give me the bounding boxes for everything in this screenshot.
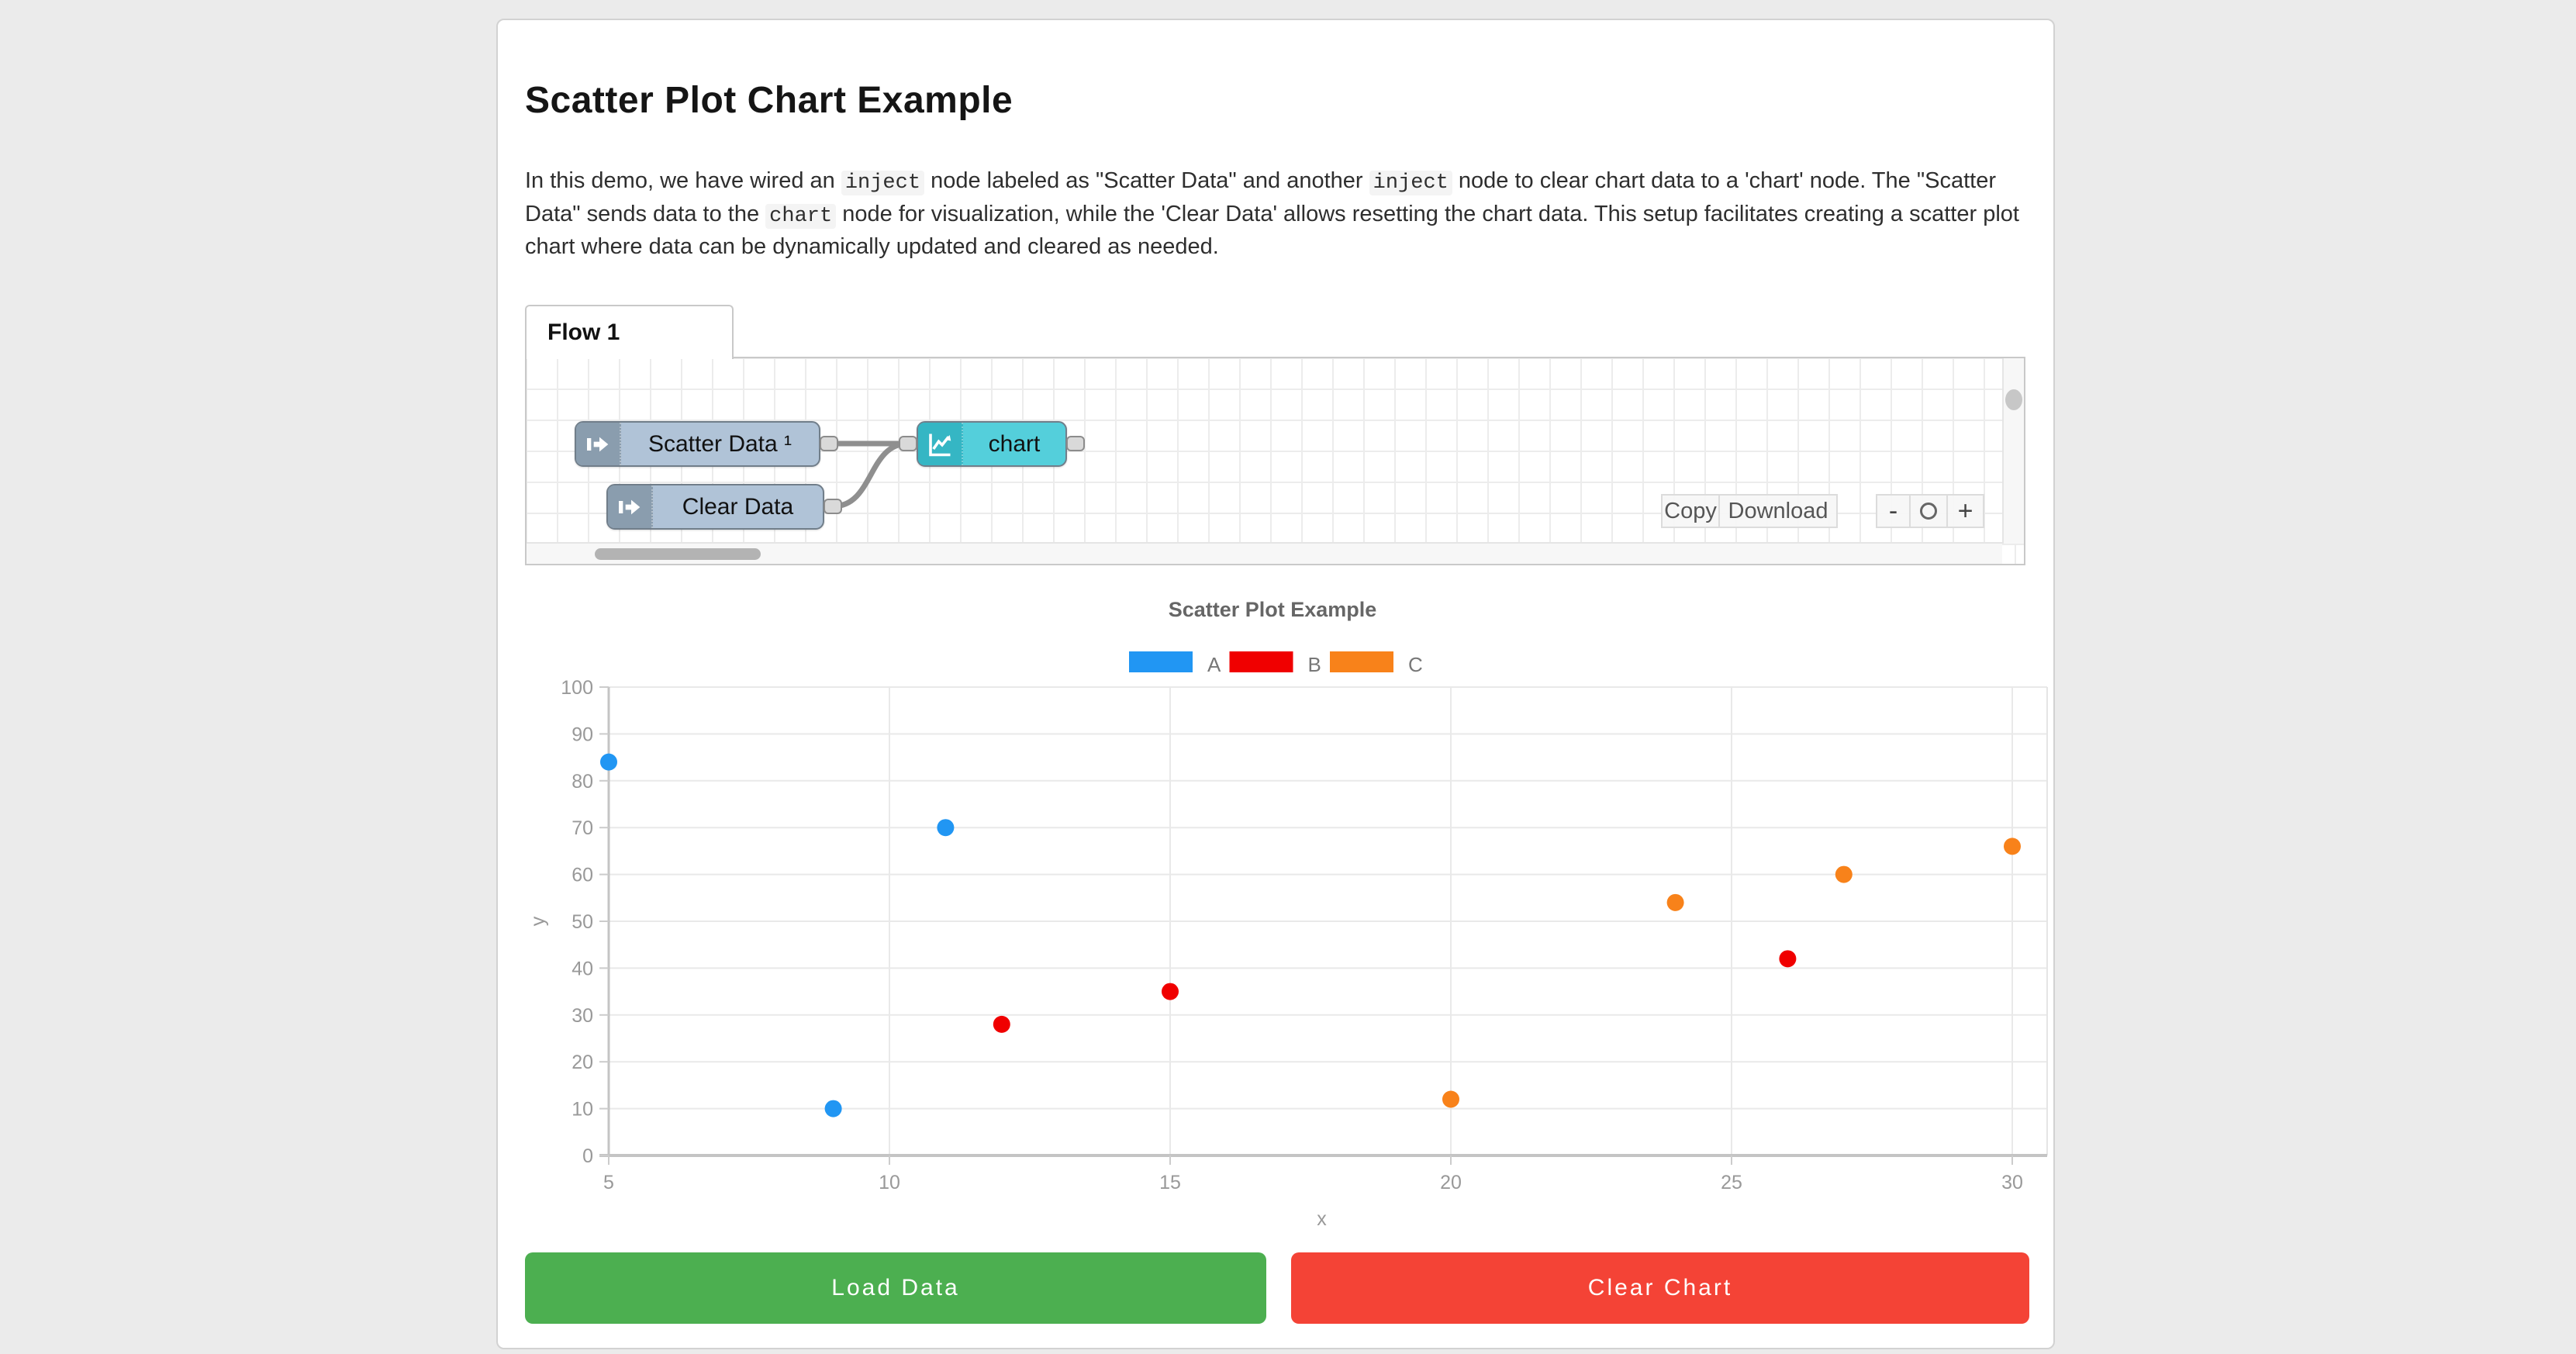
- node-scatter-data[interactable]: Scatter Data ¹: [575, 421, 820, 467]
- legend-label-C[interactable]: C: [1408, 653, 1423, 676]
- data-point-C: [1835, 865, 1853, 883]
- description-paragraph: In this demo, we have wired an inject no…: [525, 166, 2031, 263]
- x-tick-label: 10: [879, 1172, 900, 1193]
- inject-arrow-icon: [608, 485, 653, 528]
- minus-icon: -: [1888, 496, 1898, 526]
- vertical-scrollbar-thumb[interactable]: [2005, 389, 2022, 410]
- x-tick-label: 5: [603, 1172, 614, 1193]
- scatter-chart: 0 10 20 30 40 50 60 70 80 90 100 5 10 15 20 25 30 y x Scatt…: [527, 598, 2048, 1230]
- y-tick-label: 30: [571, 1005, 593, 1027]
- load-data-button[interactable]: Load Data: [525, 1252, 1266, 1324]
- data-point-B: [1779, 950, 1797, 968]
- line-chart-icon: [918, 423, 963, 465]
- copy-button[interactable]: Copy: [1661, 494, 1720, 528]
- flow-editor-canvas[interactable]: Scatter Data ¹ Clear Data chart: [525, 357, 2025, 565]
- y-tick-label: 50: [571, 911, 593, 933]
- port-chart-output[interactable]: [1066, 436, 1085, 451]
- zoom-in-button[interactable]: +: [1946, 494, 1984, 528]
- inline-code: inject: [1369, 171, 1452, 195]
- horizontal-scrollbar[interactable]: [527, 542, 2002, 564]
- description-text: node for visualization, while the 'Clear…: [525, 201, 2019, 260]
- y-tick-label: 40: [571, 958, 593, 979]
- data-point-A: [600, 753, 617, 771]
- content-card: Scatter Plot Chart Example In this demo,…: [496, 19, 2055, 1349]
- scatter-chart-container: 0 10 20 30 40 50 60 70 80 90 100 5 10 15 20 25 30 y x Scatt…: [525, 595, 2049, 1254]
- x-tick-label: 20: [1440, 1172, 1462, 1193]
- description-text: In this demo, we have wired an: [525, 168, 841, 193]
- legend-label-A[interactable]: A: [1207, 653, 1221, 676]
- download-button[interactable]: Download: [1718, 494, 1838, 528]
- description-text: node labeled as "Scatter Data" and anoth…: [924, 168, 1369, 193]
- node-clear-data[interactable]: Clear Data: [606, 484, 824, 530]
- node-label: chart: [988, 430, 1041, 457]
- y-axis-title: y: [527, 916, 549, 926]
- data-point-B: [993, 1015, 1010, 1033]
- clear-chart-button[interactable]: Clear Chart: [1291, 1252, 2029, 1324]
- legend-swatch-B[interactable]: [1229, 651, 1293, 672]
- x-tick-label: 30: [2001, 1172, 2023, 1193]
- flow-tab-label: Flow 1: [547, 320, 620, 345]
- zoom-reset-button[interactable]: [1909, 494, 1948, 528]
- y-tick-label: 100: [561, 677, 593, 699]
- wire-clear-to-chart: [830, 440, 911, 509]
- port-chart-input[interactable]: [899, 436, 917, 451]
- node-label: Clear Data: [682, 493, 794, 520]
- flow-wires: [826, 440, 911, 509]
- vertical-scrollbar[interactable]: [2002, 358, 2024, 544]
- horizontal-scrollbar-thumb[interactable]: [595, 548, 761, 560]
- y-tick-label: 80: [571, 771, 593, 793]
- page-title: Scatter Plot Chart Example: [525, 80, 1013, 121]
- x-axis-title: x: [1317, 1208, 1327, 1230]
- x-tick-label: 25: [1721, 1172, 1742, 1193]
- y-tick-label: 0: [582, 1145, 593, 1167]
- data-point-A: [937, 819, 955, 837]
- flow-tab[interactable]: Flow 1: [525, 305, 734, 359]
- y-tick-label: 10: [571, 1099, 593, 1121]
- zoom-out-button[interactable]: -: [1876, 494, 1911, 528]
- inject-arrow-icon: [576, 423, 621, 465]
- legend-label-B[interactable]: B: [1308, 653, 1321, 676]
- node-chart[interactable]: chart: [917, 421, 1067, 467]
- x-tick-label: 15: [1159, 1172, 1181, 1193]
- y-tick-label: 70: [571, 817, 593, 839]
- plus-icon: +: [1957, 496, 1973, 526]
- data-point-A: [824, 1100, 842, 1117]
- legend-swatch-A[interactable]: [1129, 651, 1193, 672]
- circle-icon: [1920, 503, 1937, 520]
- description-text: node to clear chart data to a 'chart' no…: [525, 168, 1996, 226]
- port-scatter-data-output[interactable]: [820, 436, 838, 451]
- data-point-C: [2004, 838, 2021, 855]
- node-label: Scatter Data ¹: [647, 430, 792, 457]
- y-tick-label: 90: [571, 724, 593, 745]
- port-clear-data-output[interactable]: [824, 499, 842, 514]
- legend-swatch-C[interactable]: [1330, 651, 1393, 672]
- y-tick-label: 60: [571, 865, 593, 886]
- chart-title: Scatter Plot Example: [1169, 598, 1377, 621]
- inline-code: chart: [765, 203, 837, 229]
- data-point-C: [1666, 893, 1684, 911]
- data-point-B: [1162, 983, 1179, 1000]
- data-point-C: [1442, 1090, 1459, 1108]
- inline-code: inject: [841, 171, 925, 195]
- y-tick-label: 20: [571, 1052, 593, 1073]
